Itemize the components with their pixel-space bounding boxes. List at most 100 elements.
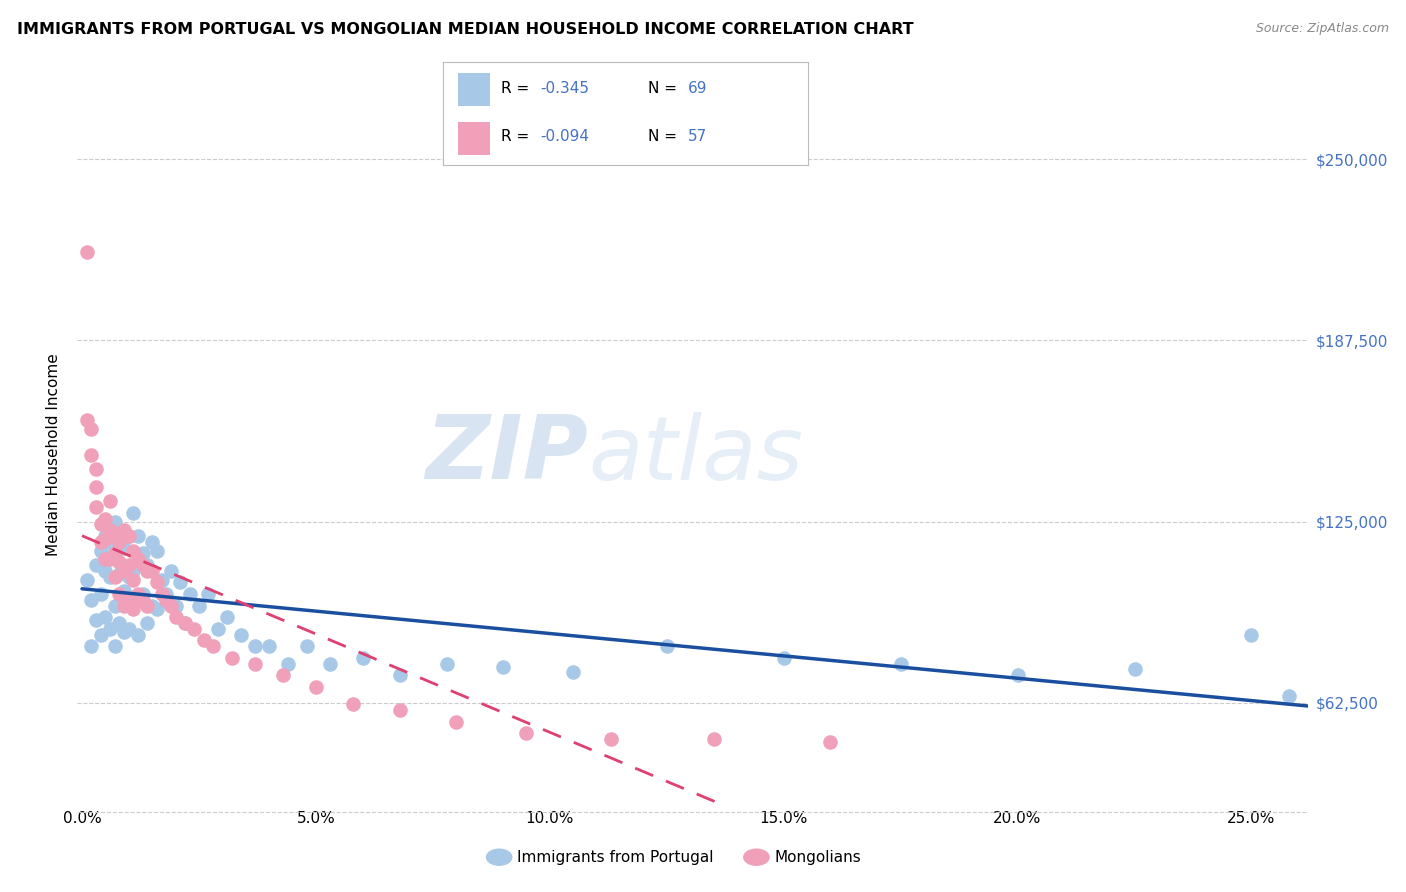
Point [94, 564, 117, 578]
Point [104, 529, 127, 543]
Point [118, 622, 141, 636]
Point [136, 599, 159, 613]
Point [221, 651, 243, 665]
Point [271, 668, 294, 682]
Point [515, 726, 537, 740]
Point [890, 657, 912, 671]
Point [155, 592, 177, 607]
Point [104, 639, 127, 653]
Point [655, 639, 678, 653]
Point [90, 534, 112, 549]
Point [127, 587, 149, 601]
Point [132, 546, 155, 561]
Point [160, 564, 183, 578]
Point [702, 731, 724, 746]
Point [104, 599, 127, 613]
Point [112, 541, 135, 555]
Point [80, 639, 103, 653]
Point [389, 668, 412, 682]
Point [444, 714, 467, 729]
Point [84, 613, 107, 627]
Point [118, 592, 141, 607]
Point [94, 552, 117, 566]
Point [127, 628, 149, 642]
Point [436, 657, 458, 671]
Point [108, 587, 131, 601]
Point [492, 659, 515, 673]
Point [160, 599, 183, 613]
Point [1007, 668, 1029, 682]
Point [150, 587, 173, 601]
Point [122, 506, 145, 520]
Text: R =: R = [502, 81, 534, 96]
Point [243, 639, 266, 653]
Text: IMMIGRANTS FROM PORTUGAL VS MONGOLIAN MEDIAN HOUSEHOLD INCOME CORRELATION CHART: IMMIGRANTS FROM PORTUGAL VS MONGOLIAN ME… [17, 22, 914, 37]
Point [122, 573, 145, 587]
Text: -0.345: -0.345 [540, 81, 589, 96]
Point [118, 529, 141, 543]
Point [94, 511, 117, 525]
Point [80, 422, 103, 436]
Text: Source: ZipAtlas.com: Source: ZipAtlas.com [1256, 22, 1389, 36]
Point [188, 599, 211, 613]
Point [562, 665, 585, 680]
Point [76, 244, 98, 259]
Point [1123, 662, 1146, 676]
Point [169, 575, 191, 590]
Point [132, 587, 155, 601]
Point [122, 543, 145, 558]
Point [118, 558, 141, 573]
Text: -0.094: -0.094 [540, 129, 589, 145]
Point [193, 633, 215, 648]
Point [94, 610, 117, 624]
Point [112, 624, 135, 639]
Point [305, 680, 328, 694]
Text: N =: N = [648, 129, 682, 145]
Point [141, 534, 163, 549]
Point [98, 622, 121, 636]
Point [183, 622, 205, 636]
Point [98, 570, 121, 584]
Text: atlas: atlas [588, 412, 803, 498]
Point [243, 657, 266, 671]
Point [104, 549, 127, 564]
Point [90, 587, 112, 601]
Text: ZIP: ZIP [425, 411, 588, 499]
Point [174, 615, 197, 630]
Point [84, 462, 107, 476]
Point [277, 657, 299, 671]
Point [1240, 628, 1263, 642]
Point [295, 639, 318, 653]
Point [215, 610, 238, 624]
Point [127, 529, 149, 543]
Point [112, 599, 135, 613]
Point [141, 599, 163, 613]
Text: N =: N = [648, 81, 682, 96]
Point [112, 564, 135, 578]
Point [229, 628, 252, 642]
Point [352, 651, 374, 665]
Y-axis label: Median Household Income: Median Household Income [46, 353, 62, 557]
Point [146, 575, 169, 590]
Point [118, 529, 141, 543]
Point [146, 543, 169, 558]
Point [94, 532, 117, 546]
Text: 69: 69 [688, 81, 707, 96]
Point [80, 448, 103, 462]
Point [84, 500, 107, 514]
Point [136, 558, 159, 573]
Point [165, 599, 187, 613]
Point [76, 573, 98, 587]
Point [136, 564, 159, 578]
Point [112, 584, 135, 599]
Point [257, 639, 280, 653]
Point [98, 534, 121, 549]
Point [98, 552, 121, 566]
Point [165, 610, 187, 624]
Point [820, 735, 842, 749]
Text: R =: R = [502, 129, 534, 145]
Point [108, 534, 131, 549]
Text: Immigrants from Portugal: Immigrants from Portugal [517, 850, 714, 864]
Point [104, 546, 127, 561]
Point [342, 698, 364, 712]
